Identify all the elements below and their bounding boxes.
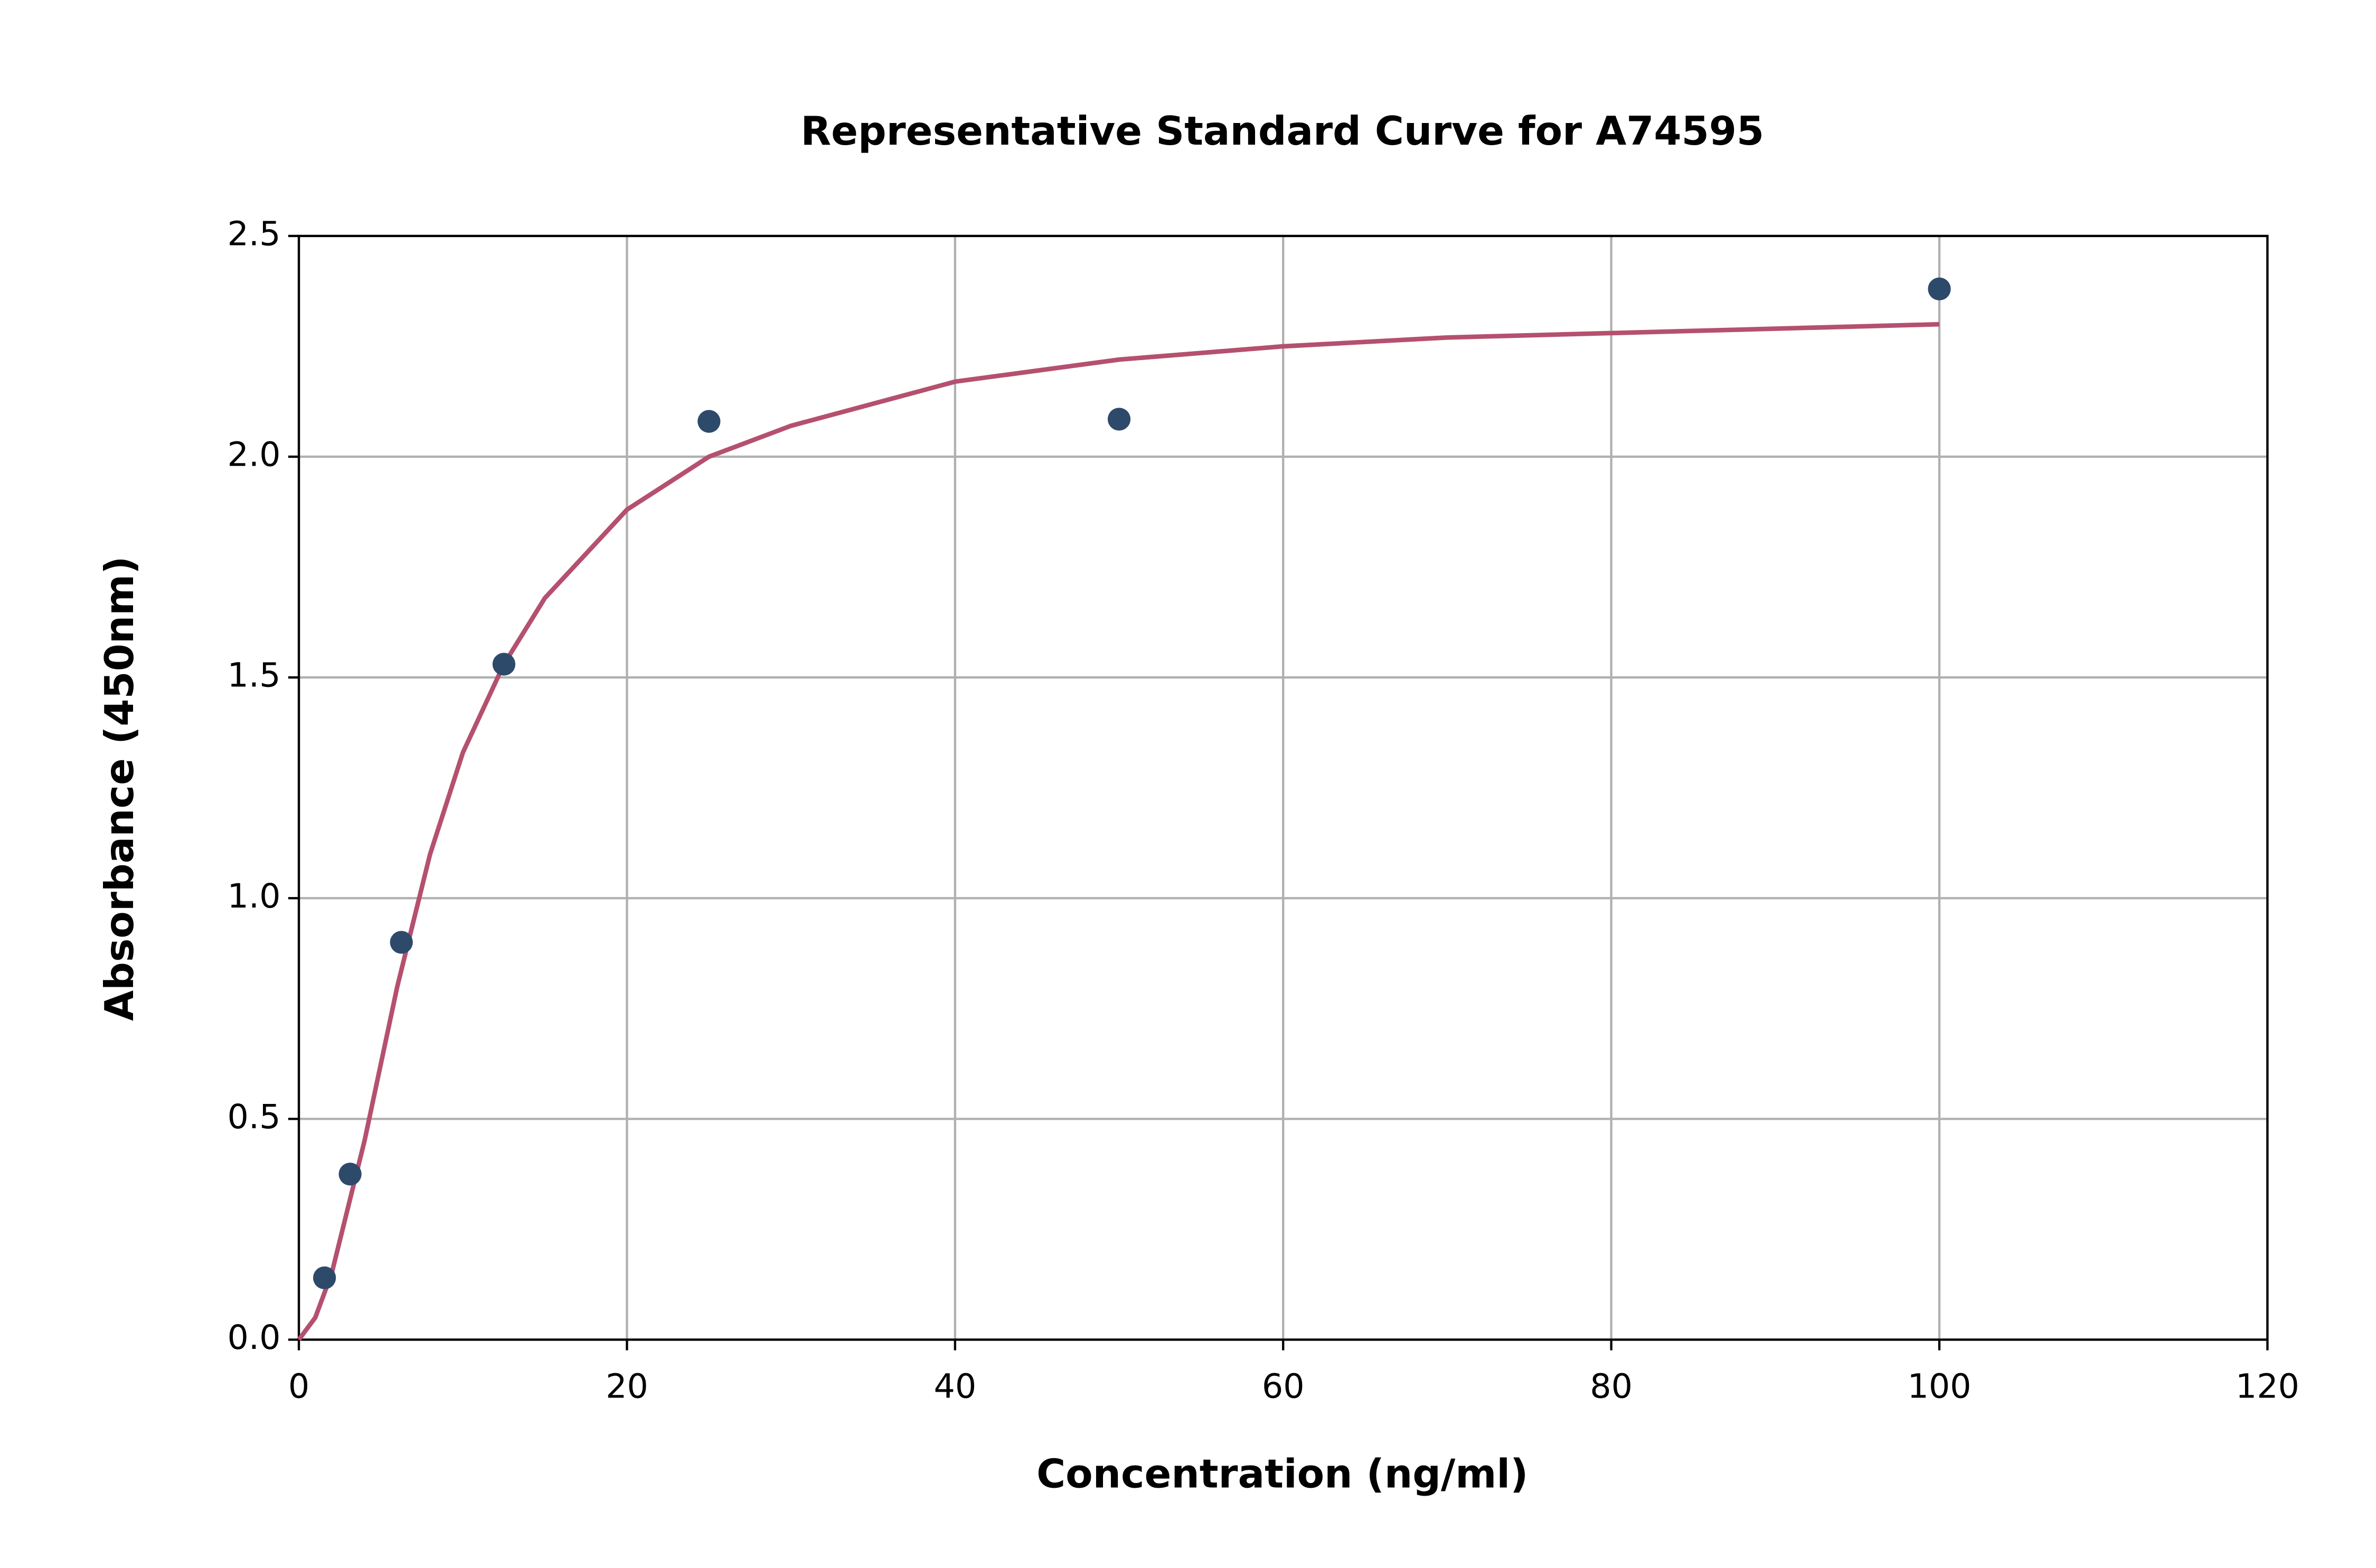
data-point xyxy=(338,1163,362,1186)
y-tick-label: 2.0 xyxy=(228,435,281,474)
x-tick-label: 60 xyxy=(1262,1366,1305,1405)
y-tick-label: 0.5 xyxy=(228,1097,281,1136)
data-point xyxy=(492,653,516,676)
data-point xyxy=(1928,277,1951,300)
x-tick-label: 100 xyxy=(1907,1366,1971,1405)
data-point xyxy=(697,410,721,433)
x-tick-label: 120 xyxy=(2236,1366,2299,1405)
x-tick-label: 40 xyxy=(934,1366,976,1405)
x-tick-label: 20 xyxy=(606,1366,648,1405)
y-tick-label: 1.0 xyxy=(228,876,281,915)
y-axis-label: Absorbance (450nm) xyxy=(96,556,143,1021)
x-axis-label: Concentration (ng/ml) xyxy=(1036,1450,1528,1497)
data-point xyxy=(1107,408,1131,431)
data-point xyxy=(390,931,413,954)
data-point xyxy=(313,1266,336,1290)
fit-curve xyxy=(297,322,1940,1342)
y-tick-label: 2.5 xyxy=(228,214,281,253)
x-tick-label: 0 xyxy=(288,1366,309,1405)
y-tick-label: 0.0 xyxy=(228,1318,281,1357)
plot-frame xyxy=(297,234,2269,1341)
y-tick-label: 1.5 xyxy=(228,656,281,695)
chart-title: Representative Standard Curve for A74595 xyxy=(800,108,1764,154)
x-tick-label: 80 xyxy=(1590,1366,1633,1405)
